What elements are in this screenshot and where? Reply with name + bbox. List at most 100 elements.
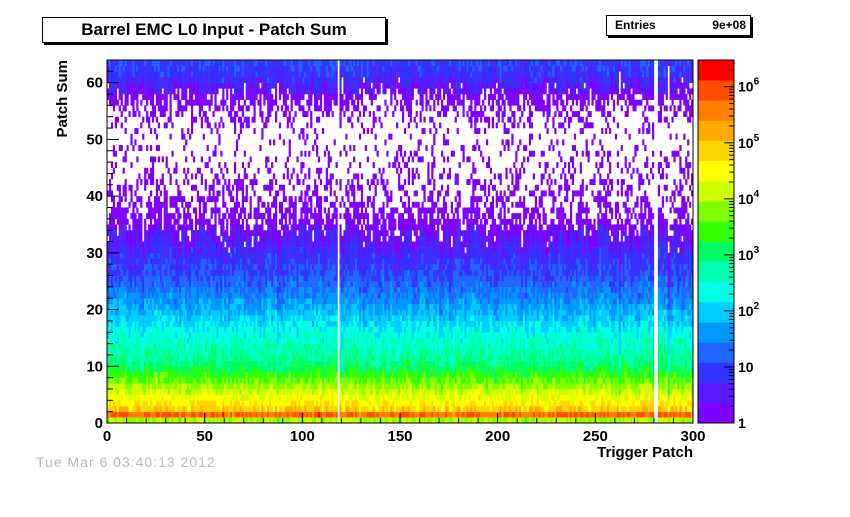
heatmap-cell	[146, 179, 148, 185]
heatmap-cell	[156, 77, 158, 83]
heatmap-cell	[283, 60, 285, 66]
heatmap-cell	[273, 400, 275, 406]
heatmap-cell	[224, 236, 226, 242]
heatmap-cell	[175, 327, 177, 333]
heatmap-cell	[125, 293, 127, 299]
heatmap-cell	[123, 276, 125, 282]
heatmap-cell	[125, 156, 127, 162]
heatmap-cell	[277, 293, 279, 299]
heatmap-cell	[289, 355, 291, 361]
heatmap-cell	[144, 383, 146, 389]
heatmap-cell	[287, 77, 289, 83]
heatmap-cell	[246, 259, 248, 265]
heatmap-cell	[191, 94, 193, 100]
heatmap-cell	[302, 315, 304, 321]
heatmap-cell	[218, 242, 220, 248]
heatmap-cell	[160, 372, 162, 378]
heatmap-cell	[279, 383, 281, 389]
heatmap-cell	[197, 247, 199, 253]
heatmap-cell	[211, 349, 213, 355]
heatmap-cell	[185, 88, 187, 94]
heatmap-cell	[197, 88, 199, 94]
heatmap-cell	[207, 366, 209, 372]
heatmap-cell	[171, 372, 173, 378]
heatmap-cell	[134, 361, 136, 367]
heatmap-cell	[257, 242, 259, 248]
heatmap-cell	[138, 389, 140, 395]
heatmap-cell	[218, 361, 220, 367]
heatmap-cell	[236, 383, 238, 389]
heatmap-cell	[138, 264, 140, 270]
heatmap-cell	[250, 156, 252, 162]
heatmap-cell	[201, 366, 203, 372]
heatmap-cell	[119, 372, 121, 378]
heatmap-cell	[150, 298, 152, 304]
heatmap-cell	[134, 298, 136, 304]
heatmap-cell	[248, 298, 250, 304]
heatmap-cell	[164, 264, 166, 270]
heatmap-cell	[236, 270, 238, 276]
heatmap-cell	[117, 304, 119, 310]
heatmap-cell	[302, 230, 304, 236]
heatmap-cell	[171, 224, 173, 230]
heatmap-cell	[142, 344, 144, 350]
heatmap-cell	[214, 321, 216, 327]
heatmap-cell	[113, 60, 115, 66]
heatmap-cell	[152, 276, 154, 282]
heatmap-cell	[201, 247, 203, 253]
heatmap-cell	[254, 378, 256, 384]
heatmap-cell	[234, 253, 236, 259]
heatmap-cell	[302, 349, 304, 355]
heatmap-cell	[263, 94, 265, 100]
heatmap-cell	[242, 361, 244, 367]
heatmap-cell	[265, 372, 267, 378]
heatmap-cell	[187, 389, 189, 395]
heatmap-cell	[293, 88, 295, 94]
heatmap-cell	[162, 355, 164, 361]
heatmap-cell	[150, 173, 152, 179]
heatmap-cell	[195, 264, 197, 270]
heatmap-cell	[250, 179, 252, 185]
heatmap-cell	[216, 270, 218, 276]
heatmap-cell	[170, 247, 172, 253]
heatmap-cell	[152, 105, 154, 111]
heatmap-cell	[302, 332, 304, 338]
heatmap-cell	[222, 372, 224, 378]
heatmap-cell	[125, 355, 127, 361]
heatmap-cell	[111, 94, 113, 100]
heatmap-cell	[158, 105, 160, 111]
heatmap-cell	[170, 378, 172, 384]
heatmap-cell	[224, 332, 226, 338]
heatmap-cell	[179, 332, 181, 338]
heatmap-cell	[236, 276, 238, 282]
heatmap-cell	[298, 361, 300, 367]
heatmap-cell	[179, 406, 181, 412]
heatmap-cell	[205, 66, 207, 72]
heatmap-cell	[195, 77, 197, 83]
heatmap-cell	[119, 412, 121, 418]
heatmap-cell	[269, 389, 271, 395]
heatmap-cell	[298, 298, 300, 304]
heatmap-cell	[285, 293, 287, 299]
heatmap-cell	[281, 259, 283, 265]
heatmap-cell	[234, 242, 236, 248]
heatmap-cell	[158, 66, 160, 72]
heatmap-cell	[255, 270, 257, 276]
heatmap-cell	[199, 378, 201, 384]
heatmap-cell	[228, 378, 230, 384]
heatmap-cell	[244, 196, 246, 202]
heatmap-cell	[199, 60, 201, 66]
heatmap-cell	[275, 230, 277, 236]
heatmap-cell	[255, 327, 257, 333]
heatmap-cell	[177, 213, 179, 219]
heatmap-cell	[154, 344, 156, 350]
heatmap-cell	[138, 145, 140, 151]
heatmap-cell	[164, 94, 166, 100]
heatmap-cell	[238, 338, 240, 344]
heatmap-cell	[132, 327, 134, 333]
heatmap-cell	[144, 406, 146, 412]
heatmap-cell	[226, 361, 228, 367]
heatmap-cell	[232, 94, 234, 100]
heatmap-cell	[203, 332, 205, 338]
heatmap-cell	[185, 219, 187, 225]
